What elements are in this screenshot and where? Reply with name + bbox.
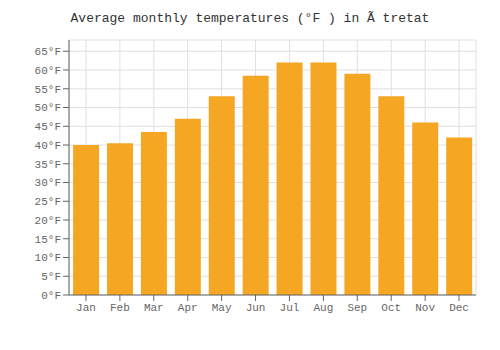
svg-text:Feb: Feb	[110, 302, 130, 314]
svg-text:Mar: Mar	[144, 302, 164, 314]
svg-text:Apr: Apr	[178, 302, 198, 314]
svg-text:Sep: Sep	[347, 302, 367, 314]
svg-text:5°F: 5°F	[41, 271, 61, 283]
svg-text:45°F: 45°F	[35, 121, 61, 133]
svg-text:Aug: Aug	[313, 302, 333, 314]
svg-text:40°F: 40°F	[35, 140, 61, 152]
svg-text:Jan: Jan	[76, 302, 96, 314]
svg-text:Dec: Dec	[449, 302, 469, 314]
svg-text:15°F: 15°F	[35, 234, 61, 246]
svg-text:55°F: 55°F	[35, 84, 61, 96]
svg-text:35°F: 35°F	[35, 159, 61, 171]
svg-text:Oct: Oct	[381, 302, 401, 314]
svg-text:10°F: 10°F	[35, 252, 61, 264]
svg-text:Jul: Jul	[280, 302, 300, 314]
svg-text:50°F: 50°F	[35, 102, 61, 114]
svg-text:May: May	[212, 302, 232, 314]
svg-text:65°F: 65°F	[35, 46, 61, 58]
svg-text:0°F: 0°F	[41, 290, 61, 302]
svg-text:30°F: 30°F	[35, 177, 61, 189]
html-text:Average monthly temperatures (: Average monthly temperatures (°F ) in Ã …	[70, 11, 430, 26]
svg-text:Nov: Nov	[415, 302, 435, 314]
svg-text:25°F: 25°F	[35, 196, 61, 208]
svg-text:20°F: 20°F	[35, 215, 61, 227]
svg-text:Jun: Jun	[246, 302, 266, 314]
svg-text:60°F: 60°F	[35, 65, 61, 77]
